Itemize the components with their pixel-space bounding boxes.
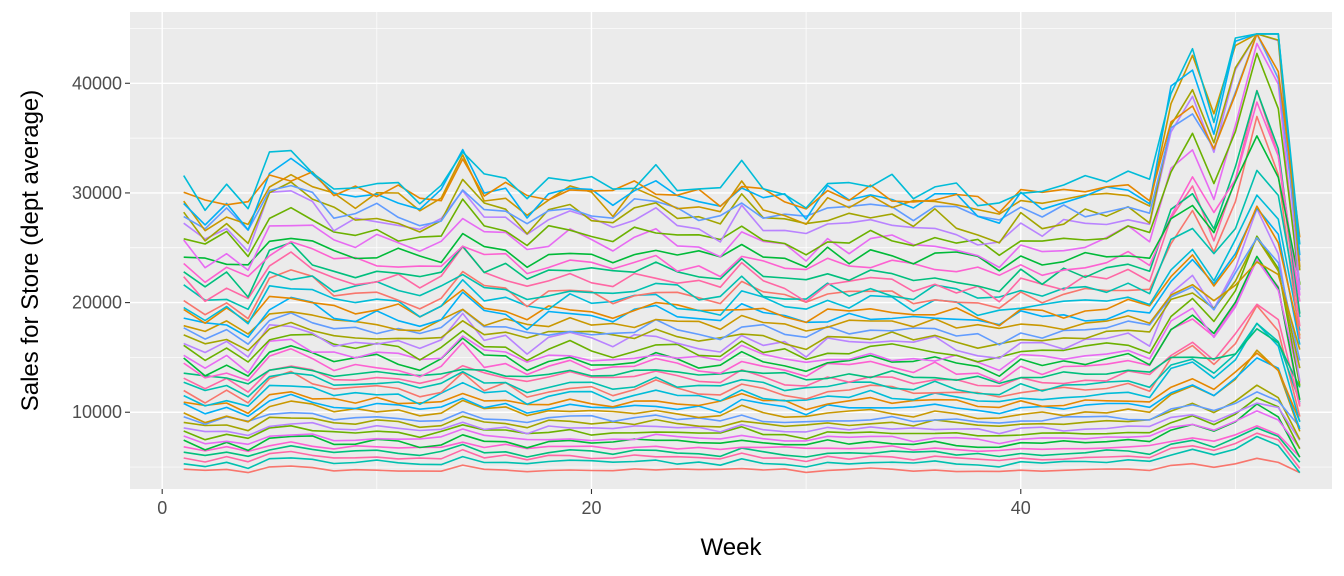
series-line	[183, 237, 1301, 361]
series-line	[183, 255, 1301, 401]
series-line	[183, 90, 1301, 314]
series-line	[183, 425, 1301, 458]
series-lines	[183, 33, 1301, 474]
series-line	[183, 33, 1301, 245]
series-line	[183, 357, 1301, 430]
series-line	[183, 352, 1301, 422]
series-line	[183, 432, 1301, 469]
x-tick-label: 40	[1011, 498, 1031, 518]
y-tick-label: 30000	[72, 183, 122, 203]
series-line	[183, 261, 1301, 350]
series-line	[183, 33, 1301, 262]
x-tick-label: 0	[157, 498, 167, 518]
major-gridlines	[130, 12, 1332, 489]
series-line	[183, 457, 1301, 474]
series-line	[183, 101, 1301, 302]
series-line	[183, 208, 1301, 381]
series-line	[183, 237, 1301, 369]
y-axis: 10000 20000 30000 40000	[72, 73, 130, 422]
series-line	[183, 259, 1301, 405]
series-line	[183, 303, 1301, 407]
x-tick-label: 20	[581, 498, 601, 518]
series-line	[183, 33, 1301, 291]
series-line	[183, 322, 1301, 423]
series-line	[183, 235, 1301, 386]
series-line	[183, 115, 1301, 339]
y-tick-label: 40000	[72, 73, 122, 93]
series-line	[183, 33, 1301, 271]
series-line	[183, 391, 1301, 428]
series-line	[183, 258, 1301, 383]
x-axis-title: Week	[701, 534, 763, 561]
series-line	[183, 194, 1301, 331]
series-line	[183, 205, 1301, 336]
series-line	[183, 33, 1301, 238]
series-line	[183, 322, 1301, 403]
series-line	[183, 304, 1301, 417]
series-line	[183, 33, 1301, 267]
series-line	[183, 384, 1301, 440]
series-line	[183, 435, 1301, 474]
series-line	[183, 33, 1301, 256]
x-axis: 0 20 40	[157, 489, 1031, 518]
y-tick-label: 10000	[72, 402, 122, 422]
series-line	[183, 396, 1301, 450]
series-line	[183, 403, 1301, 458]
series-line	[183, 89, 1301, 327]
series-line	[183, 327, 1301, 388]
minor-gridlines	[130, 12, 1332, 489]
series-line	[183, 410, 1301, 449]
y-tick-label: 20000	[72, 293, 122, 313]
series-line	[183, 135, 1301, 284]
series-line	[183, 349, 1301, 432]
series-line	[183, 402, 1301, 441]
series-line	[183, 52, 1301, 286]
series-line	[183, 207, 1301, 345]
y-axis-title: Sales for Store (dept average)	[17, 90, 44, 412]
